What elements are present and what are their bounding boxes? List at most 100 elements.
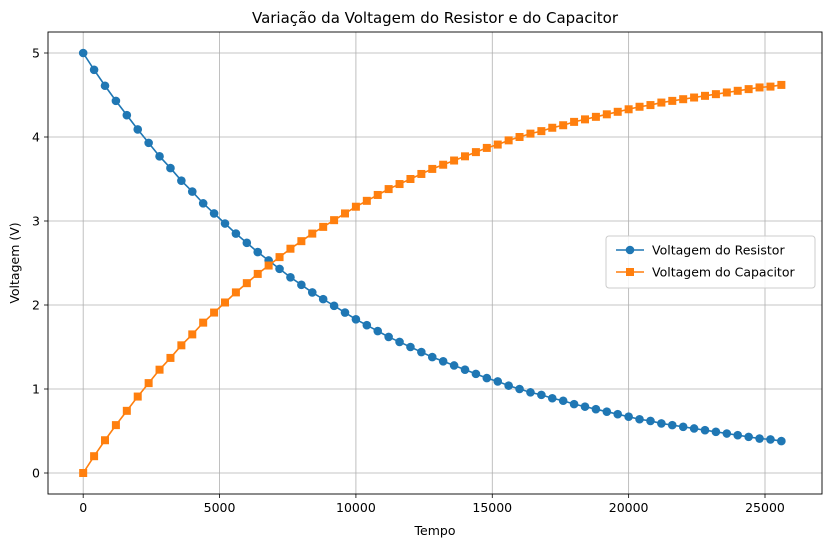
data-point (286, 272, 295, 282)
data-point (679, 95, 688, 104)
data-point (395, 337, 404, 347)
data-point (308, 229, 317, 238)
legend-item: Voltagem do Capacitor (616, 265, 795, 280)
data-point (384, 332, 393, 342)
data-point (406, 342, 415, 352)
data-point (220, 219, 230, 228)
data-point (646, 416, 655, 426)
data-point (613, 107, 622, 116)
data-point (111, 421, 120, 430)
data-point (297, 280, 306, 290)
y-tick-label: 1 (32, 382, 40, 397)
x-axis-label: Tempo (414, 523, 456, 538)
x-tick-label: 25000 (745, 500, 785, 515)
data-point (188, 330, 197, 339)
data-point (373, 190, 382, 199)
x-tick-label: 10000 (336, 500, 376, 515)
data-point (144, 379, 153, 388)
data-point (755, 83, 764, 92)
data-point (744, 432, 753, 442)
data-point (569, 399, 579, 409)
data-point (198, 199, 208, 208)
data-point (155, 152, 164, 161)
legend-label: Voltagem do Capacitor (652, 265, 795, 280)
data-point (646, 101, 655, 110)
x-axis: 0 5000 10000 15000 20000 25000 (79, 494, 785, 515)
data-point (133, 125, 143, 134)
data-point (471, 369, 481, 379)
data-point (559, 121, 568, 130)
data-point (678, 422, 688, 432)
data-point (275, 253, 284, 262)
data-point (766, 435, 775, 444)
data-point (701, 91, 709, 100)
data-point (406, 175, 415, 183)
chart-title: Variação da Voltagem do Resistor e do Ca… (252, 9, 619, 27)
data-point (428, 164, 437, 173)
data-point (297, 237, 306, 246)
y-tick-label: 2 (32, 298, 40, 313)
data-point (450, 156, 459, 165)
data-point (90, 452, 99, 461)
data-point (101, 436, 109, 445)
data-point (482, 143, 491, 152)
data-point (330, 216, 339, 225)
data-point (460, 365, 470, 374)
data-point (286, 244, 295, 253)
data-point (362, 320, 372, 330)
data-point (537, 390, 546, 400)
series-2 (79, 80, 786, 477)
data-point (515, 384, 524, 394)
data-point (231, 229, 241, 238)
data-point (667, 420, 677, 430)
data-point (657, 419, 666, 428)
data-point (384, 185, 393, 194)
data-point (122, 406, 131, 415)
data-point (668, 96, 677, 105)
series-layer (78, 48, 786, 477)
data-point (144, 138, 153, 148)
data-point (493, 140, 502, 149)
x-tick-label: 0 (79, 500, 87, 515)
data-point (581, 115, 589, 124)
data-point (231, 288, 240, 297)
data-point (504, 381, 513, 390)
data-point (570, 117, 579, 126)
data-point (558, 396, 568, 406)
data-point (209, 209, 219, 218)
legend-item: Voltagem do Resistor (616, 243, 785, 258)
data-point (318, 294, 328, 304)
data-point (624, 412, 633, 422)
data-point (253, 269, 262, 278)
data-point (493, 377, 503, 386)
data-point (275, 264, 284, 274)
data-point (373, 326, 383, 336)
data-point (177, 341, 186, 350)
data-point (624, 105, 633, 114)
data-point (340, 308, 350, 317)
data-point (253, 247, 263, 257)
data-point (515, 133, 524, 141)
data-point (221, 298, 229, 307)
y-axis-label: Voltagem (V) (7, 222, 22, 303)
data-point (689, 424, 699, 433)
data-point (711, 90, 720, 99)
data-point (602, 407, 612, 416)
data-point (733, 86, 742, 95)
data-point (177, 176, 186, 185)
data-point (362, 196, 371, 205)
data-point (635, 414, 644, 424)
series-1 (78, 48, 786, 446)
data-point (482, 373, 492, 383)
data-point (199, 318, 208, 327)
data-point (166, 163, 175, 173)
data-point (351, 314, 361, 324)
x-tick-label: 20000 (609, 500, 649, 515)
data-point (187, 187, 197, 196)
data-point (471, 148, 480, 157)
data-point (537, 127, 546, 136)
data-point (449, 361, 459, 370)
data-point (700, 425, 710, 435)
data-point (111, 96, 121, 106)
